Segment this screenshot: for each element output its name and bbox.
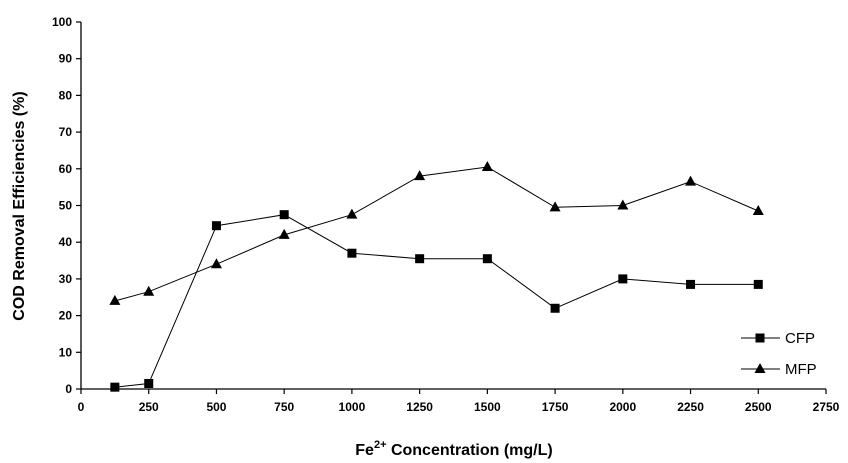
- x-tick-label-9: 2250: [677, 400, 704, 414]
- series-mfp: [109, 160, 764, 305]
- x-axis-title-base: Fe: [355, 442, 374, 459]
- series-cfp-point-0: [110, 382, 120, 392]
- y-tick-label-1: 10: [59, 345, 73, 359]
- legend-mfp-marker: [754, 363, 766, 373]
- y-tick-label-2: 20: [59, 309, 73, 323]
- series-mfp-point-8: [617, 199, 629, 210]
- series-mfp-point-10: [752, 205, 764, 216]
- series-mfp-line: [114, 166, 759, 302]
- legend-item-mfp: MFP: [741, 361, 817, 378]
- y-tick-label-10: 100: [52, 15, 72, 29]
- series-mfp-point-3: [278, 228, 290, 239]
- x-tick-label-10: 2500: [745, 400, 772, 414]
- x-tick-label-4: 1000: [339, 400, 366, 414]
- series-mfp-point-1: [143, 285, 155, 296]
- x-tick-label-6: 1500: [474, 400, 501, 414]
- x-tick-label-2: 500: [206, 400, 226, 414]
- series-cfp: [110, 210, 763, 392]
- x-axis-title: Fe2+ Concentration (mg/L): [355, 439, 552, 459]
- series-mfp-point-6: [481, 160, 493, 171]
- x-tick-label-1: 250: [139, 400, 159, 414]
- series-mfp-point-2: [210, 258, 222, 269]
- series-mfp-point-4: [346, 208, 358, 219]
- x-tick-label-0: 0: [78, 400, 85, 414]
- y-tick-label-4: 40: [59, 235, 73, 249]
- series-cfp-point-5: [415, 254, 425, 264]
- series-mfp-point-0: [109, 294, 121, 305]
- y-tick-label-7: 70: [59, 125, 73, 139]
- series-cfp-point-2: [211, 221, 221, 231]
- series-cfp-point-10: [753, 279, 763, 289]
- legend-cfp-label: CFP: [785, 330, 815, 347]
- series-layer: [109, 160, 764, 392]
- y-axis-title-group: COD Removal Efficiencies (%): [11, 91, 28, 320]
- legend-cfp-marker: [755, 333, 765, 343]
- series-cfp-point-3: [279, 210, 289, 220]
- series-cfp-line: [114, 214, 759, 388]
- series-mfp-point-7: [549, 201, 561, 212]
- y-tick-label-5: 50: [59, 199, 73, 213]
- series-cfp-point-6: [482, 254, 492, 264]
- y-tick-label-3: 30: [59, 272, 73, 286]
- series-cfp-point-4: [347, 248, 357, 258]
- x-tick-label-7: 1750: [542, 400, 569, 414]
- x-axis-title-rest: Concentration (mg/L): [387, 442, 553, 459]
- series-mfp-point-9: [685, 175, 697, 186]
- x-axis-title-superscript: 2+: [374, 439, 387, 451]
- y-tick-label-9: 90: [59, 52, 73, 66]
- series-cfp-point-7: [550, 303, 560, 313]
- y-axis-title: COD Removal Efficiencies (%): [11, 91, 28, 320]
- series-cfp-point-1: [144, 378, 154, 388]
- x-tick-label-8: 2000: [609, 400, 636, 414]
- series-mfp-point-5: [414, 170, 426, 181]
- y-tick-label-0: 0: [65, 382, 72, 396]
- series-cfp-point-9: [686, 279, 696, 289]
- x-tick-label-5: 1250: [406, 400, 433, 414]
- series-cfp-point-8: [618, 274, 628, 284]
- y-tick-label-8: 80: [59, 88, 73, 102]
- legend-mfp-label: MFP: [785, 361, 817, 378]
- legend: CFP MFP: [741, 330, 817, 378]
- x-tick-label-3: 750: [274, 400, 294, 414]
- legend-item-cfp: CFP: [741, 330, 815, 347]
- x-tick-label-11: 2750: [813, 400, 840, 414]
- y-tick-label-6: 60: [59, 162, 73, 176]
